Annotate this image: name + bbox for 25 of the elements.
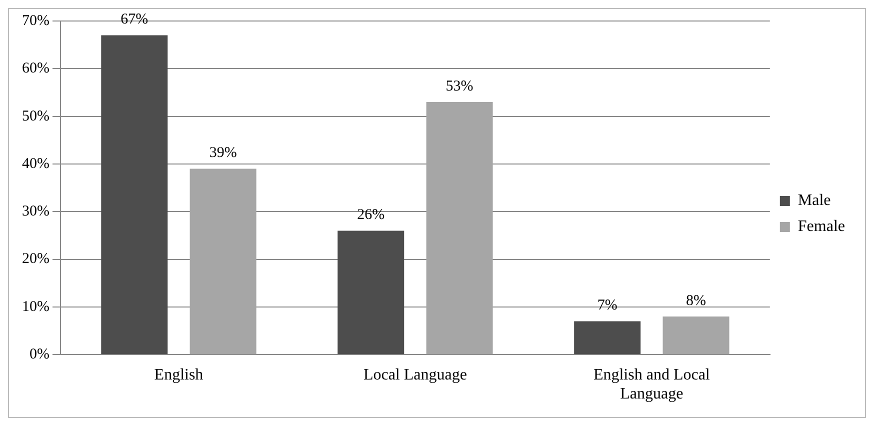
y-tick-label: 30% [22,204,50,220]
y-tick-label: 0% [29,346,50,363]
bar [101,35,168,354]
y-tick-label: 60% [22,60,50,77]
bar [426,102,493,354]
x-tick-label: English and Local Language [593,366,710,403]
bar [190,168,256,354]
y-tick-label: 70% [22,12,50,29]
data-label: 7% [597,298,618,314]
data-label: 67% [120,12,148,28]
y-tick-label: 10% [22,298,50,315]
y-tick-label: 20% [22,251,50,268]
data-label: 26% [357,207,385,224]
bar [662,316,730,354]
bar [574,321,641,354]
bar [338,230,404,354]
y-tick-label: 40% [22,156,50,172]
data-label: 53% [446,78,474,94]
x-tick-label: Local Language [363,366,467,384]
x-tick-label: English [154,366,204,384]
y-tick-label: 50% [22,108,50,124]
data-label: 39% [209,145,237,162]
legend-label: Female [798,218,845,236]
data-label: 8% [686,292,706,309]
legend-label: Male [798,192,831,210]
